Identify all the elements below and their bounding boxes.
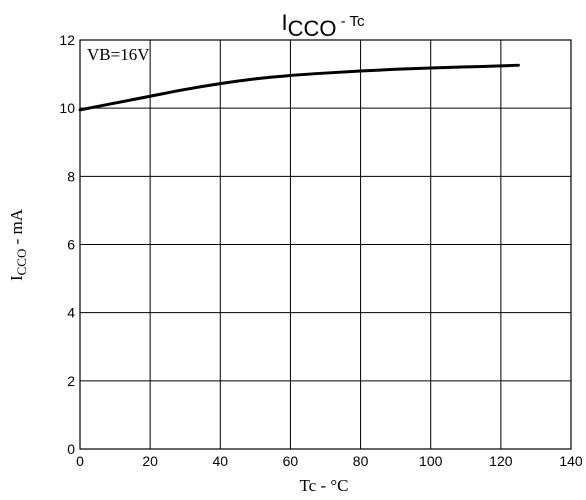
- y-tick-label: 10: [59, 100, 75, 116]
- y-axis-label-main: I: [7, 275, 26, 281]
- x-tick-label: 80: [353, 453, 369, 469]
- x-tick-label: 20: [142, 453, 158, 469]
- y-tick-labels: 0 2 4 6 8 10 12: [59, 32, 75, 457]
- x-tick-label: 0: [76, 453, 84, 469]
- y-tick-label: 12: [59, 32, 75, 48]
- y-axis-label-suffix: - mA: [7, 208, 26, 248]
- x-tick-label: 40: [212, 453, 228, 469]
- x-tick-labels: 0 20 40 60 80 100 120 140: [76, 453, 583, 469]
- x-tick-label: 120: [489, 453, 513, 469]
- chart-title-main: I: [281, 10, 287, 35]
- y-tick-label: 8: [67, 168, 75, 184]
- grid-lines: [80, 40, 571, 449]
- y-tick-label: 0: [67, 441, 75, 457]
- x-tick-label: 100: [419, 453, 443, 469]
- y-axis-label: ICCO - mA: [7, 208, 29, 281]
- x-tick-label: 60: [283, 453, 299, 469]
- annotation-vb: VB=16V: [87, 45, 150, 64]
- series-line: [78, 63, 520, 112]
- y-tick-label: 4: [67, 305, 75, 321]
- chart-title: ICCO - Tc: [281, 10, 365, 41]
- chart-title-subscript: CCO: [288, 16, 337, 41]
- x-tick-label: 140: [559, 453, 583, 469]
- y-tick-label: 6: [67, 237, 75, 253]
- y-axis-label-subscript: CCO: [14, 249, 29, 276]
- chart-title-suffix: - Tc: [336, 13, 365, 30]
- plot-frame: [79, 39, 572, 450]
- y-tick-label: 2: [67, 373, 75, 389]
- x-axis-label: Tc - °C: [299, 476, 348, 495]
